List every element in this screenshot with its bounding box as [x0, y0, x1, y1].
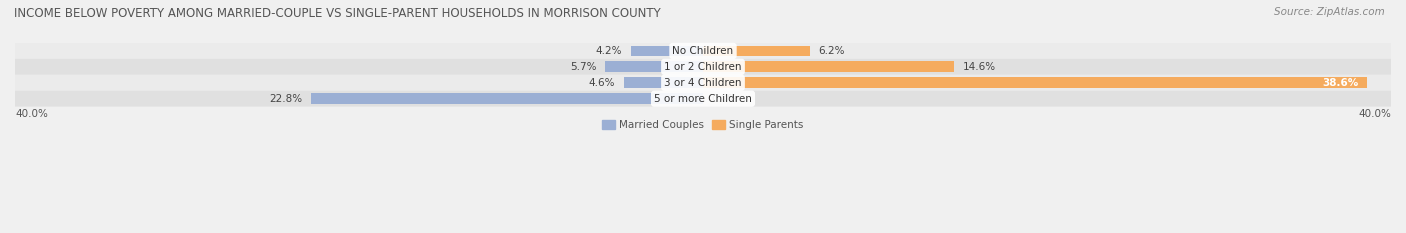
- Bar: [631, 45, 703, 56]
- Text: 14.6%: 14.6%: [963, 62, 995, 72]
- Text: 40.0%: 40.0%: [1358, 109, 1391, 119]
- Text: 0.0%: 0.0%: [711, 94, 738, 104]
- Text: 38.6%: 38.6%: [1322, 78, 1358, 88]
- Text: 6.2%: 6.2%: [818, 46, 845, 56]
- FancyBboxPatch shape: [15, 43, 1391, 59]
- Text: 3 or 4 Children: 3 or 4 Children: [664, 78, 742, 88]
- Bar: [624, 77, 703, 88]
- Text: INCOME BELOW POVERTY AMONG MARRIED-COUPLE VS SINGLE-PARENT HOUSEHOLDS IN MORRISO: INCOME BELOW POVERTY AMONG MARRIED-COUPL…: [14, 7, 661, 20]
- Text: 5 or more Children: 5 or more Children: [654, 94, 752, 104]
- Text: Source: ZipAtlas.com: Source: ZipAtlas.com: [1274, 7, 1385, 17]
- FancyBboxPatch shape: [15, 91, 1391, 107]
- Bar: [703, 62, 955, 72]
- Text: 4.6%: 4.6%: [589, 78, 616, 88]
- FancyBboxPatch shape: [15, 75, 1391, 91]
- Legend: Married Couples, Single Parents: Married Couples, Single Parents: [599, 116, 807, 134]
- Bar: [605, 62, 703, 72]
- Bar: [311, 93, 703, 104]
- Text: 40.0%: 40.0%: [15, 109, 48, 119]
- FancyBboxPatch shape: [15, 59, 1391, 75]
- Text: No Children: No Children: [672, 46, 734, 56]
- Bar: [703, 45, 810, 56]
- Text: 22.8%: 22.8%: [269, 94, 302, 104]
- Text: 5.7%: 5.7%: [569, 62, 596, 72]
- Text: 1 or 2 Children: 1 or 2 Children: [664, 62, 742, 72]
- Bar: [703, 77, 1367, 88]
- Text: 4.2%: 4.2%: [596, 46, 623, 56]
